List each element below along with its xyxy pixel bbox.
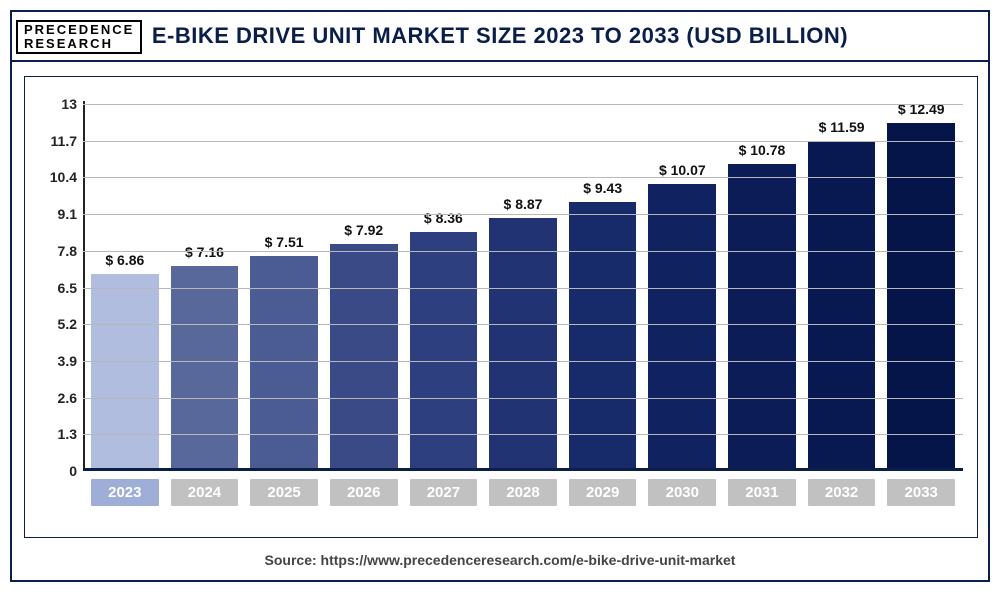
y-tick-label: 5.2 [33, 316, 77, 332]
bar-value-label: $ 8.36 [424, 210, 463, 226]
x-tick-label: 2028 [489, 479, 557, 506]
chart-title: E-BIKE DRIVE UNIT MARKET SIZE 2023 TO 20… [12, 23, 988, 49]
bar-value-label: $ 9.43 [583, 180, 622, 196]
x-tick-label: 2029 [569, 479, 637, 506]
bar-wrap: $ 10.78 [728, 101, 796, 468]
bar-wrap: $ 7.92 [330, 101, 398, 468]
bar [728, 164, 796, 468]
x-axis-line [83, 468, 963, 471]
bar-value-label: $ 10.78 [739, 142, 786, 158]
y-tick-label: 6.5 [33, 280, 77, 296]
y-tick-label: 0 [33, 463, 77, 479]
x-tick-label: 2025 [250, 479, 318, 506]
bar [171, 266, 239, 468]
bar-value-label: $ 11.59 [819, 119, 865, 135]
logo-box: PRECEDENCE RESEARCH [16, 20, 142, 53]
bar-wrap: $ 9.43 [569, 101, 637, 468]
bar-wrap: $ 7.51 [250, 101, 318, 468]
logo-line-1: PRECEDENCE [24, 23, 134, 37]
chart-plot-frame: $ 6.86 $ 7.16 $ 7.51 $ 7.92 $ 8.36 $ 8.87 $ 9.… [24, 76, 978, 538]
bar-value-label: $ 10.07 [659, 162, 706, 178]
x-tick-label: 2032 [808, 479, 876, 506]
bar-value-label: $ 7.51 [265, 234, 304, 250]
bar-value-label: $ 7.16 [185, 244, 224, 260]
bar [569, 202, 637, 468]
grid-line [83, 324, 963, 325]
bar [808, 141, 876, 468]
y-tick-label: 9.1 [33, 206, 77, 222]
y-tick-label: 7.8 [33, 243, 77, 259]
grid-line [83, 141, 963, 142]
y-tick-label: 1.3 [33, 426, 77, 442]
bar-wrap: $ 11.59 [808, 101, 876, 468]
y-tick-label: 13 [33, 96, 77, 112]
y-tick-label: 10.4 [33, 169, 77, 185]
logo: PRECEDENCE RESEARCH [16, 16, 142, 58]
bar [91, 274, 159, 468]
y-tick-label: 2.6 [33, 390, 77, 406]
x-tick-label: 2031 [728, 479, 796, 506]
bar-wrap: $ 8.87 [489, 101, 557, 468]
logo-line-2: RESEARCH [24, 37, 134, 51]
x-labels-row: 2023 2024 2025 2026 2027 2028 2029 2030 2031 2032… [83, 479, 963, 506]
x-tick-label: 2033 [887, 479, 955, 506]
bar [410, 232, 478, 468]
bar-wrap: $ 6.86 [91, 101, 159, 468]
y-tick-label: 3.9 [33, 353, 77, 369]
grid-line [83, 434, 963, 435]
bar-wrap: $ 12.49 [887, 101, 955, 468]
grid-line [83, 104, 963, 105]
bars-container: $ 6.86 $ 7.16 $ 7.51 $ 7.92 $ 8.36 $ 8.87 $ 9.… [83, 101, 963, 468]
grid-line [83, 251, 963, 252]
x-tick-label: 2024 [171, 479, 239, 506]
grid-line [83, 361, 963, 362]
grid-line [83, 177, 963, 178]
bar-value-label: $ 7.92 [344, 222, 383, 238]
grid-line [83, 214, 963, 215]
plot-area: $ 6.86 $ 7.16 $ 7.51 $ 7.92 $ 8.36 $ 8.87 $ 9.… [83, 101, 963, 471]
bar-wrap: $ 7.16 [171, 101, 239, 468]
x-tick-label: 2030 [648, 479, 716, 506]
y-tick-label: 11.7 [33, 133, 77, 149]
x-tick-label: 2027 [410, 479, 478, 506]
bar [648, 184, 716, 468]
grid-line [83, 398, 963, 399]
bar-wrap: $ 8.36 [410, 101, 478, 468]
bar-value-label: $ 6.86 [105, 252, 144, 268]
bar-wrap: $ 10.07 [648, 101, 716, 468]
x-tick-label: 2023 [91, 479, 159, 506]
source-text: Source: https://www.precedenceresearch.c… [12, 552, 988, 568]
grid-line [83, 288, 963, 289]
bar [887, 123, 955, 468]
bar [489, 218, 557, 468]
header: PRECEDENCE RESEARCH E-BIKE DRIVE UNIT MA… [12, 12, 988, 62]
chart-frame-outer: PRECEDENCE RESEARCH E-BIKE DRIVE UNIT MA… [10, 10, 990, 582]
x-tick-label: 2026 [330, 479, 398, 506]
bar-value-label: $ 8.87 [504, 196, 543, 212]
